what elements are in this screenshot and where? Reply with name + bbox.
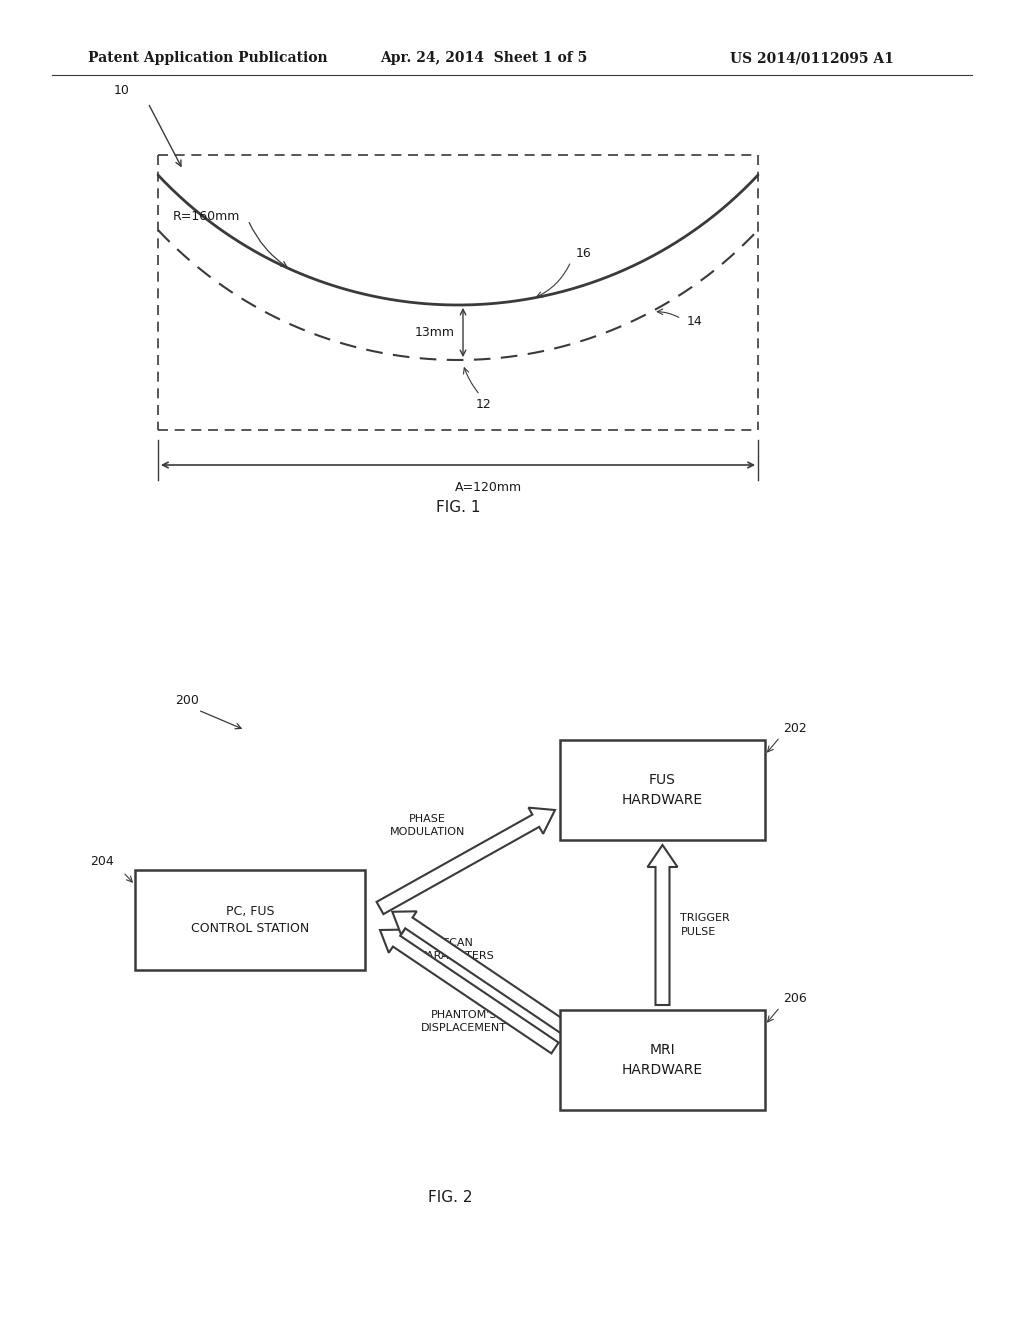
Text: 200: 200	[175, 693, 199, 706]
Text: PC, FUS
CONTROL STATION: PC, FUS CONTROL STATION	[190, 904, 309, 936]
Text: TRIGGER
PULSE: TRIGGER PULSE	[681, 913, 730, 937]
Bar	[560, 1010, 765, 1110]
Text: FIG. 1: FIG. 1	[436, 500, 480, 515]
Bar	[560, 741, 765, 840]
Text: 10: 10	[114, 83, 130, 96]
Text: MRI
HARDWARE: MRI HARDWARE	[622, 1043, 703, 1077]
Text: 12: 12	[476, 399, 492, 411]
Text: 206: 206	[783, 993, 807, 1005]
Text: 14: 14	[686, 315, 702, 329]
Text: 13mm: 13mm	[415, 326, 455, 339]
Text: Patent Application Publication: Patent Application Publication	[88, 51, 328, 65]
Bar	[135, 870, 365, 970]
Polygon shape	[380, 929, 559, 1053]
Text: 202: 202	[783, 722, 807, 735]
Text: SCAN
PARAMETERS: SCAN PARAMETERS	[421, 937, 495, 961]
Polygon shape	[647, 845, 678, 1005]
Text: FIG. 2: FIG. 2	[428, 1191, 472, 1205]
Text: US 2014/0112095 A1: US 2014/0112095 A1	[730, 51, 894, 65]
Text: PHASE
MODULATION: PHASE MODULATION	[390, 814, 465, 837]
Text: 16: 16	[575, 247, 592, 260]
Polygon shape	[392, 911, 571, 1035]
Text: FUS
HARDWARE: FUS HARDWARE	[622, 774, 703, 807]
Text: A=120mm: A=120mm	[455, 480, 521, 494]
Text: 204: 204	[90, 855, 114, 869]
Text: Apr. 24, 2014  Sheet 1 of 5: Apr. 24, 2014 Sheet 1 of 5	[380, 51, 587, 65]
Polygon shape	[377, 808, 555, 915]
Text: PHANTOM'S
DISPLACEMENT: PHANTOM'S DISPLACEMENT	[421, 1010, 507, 1034]
Text: R=160mm: R=160mm	[173, 210, 241, 223]
